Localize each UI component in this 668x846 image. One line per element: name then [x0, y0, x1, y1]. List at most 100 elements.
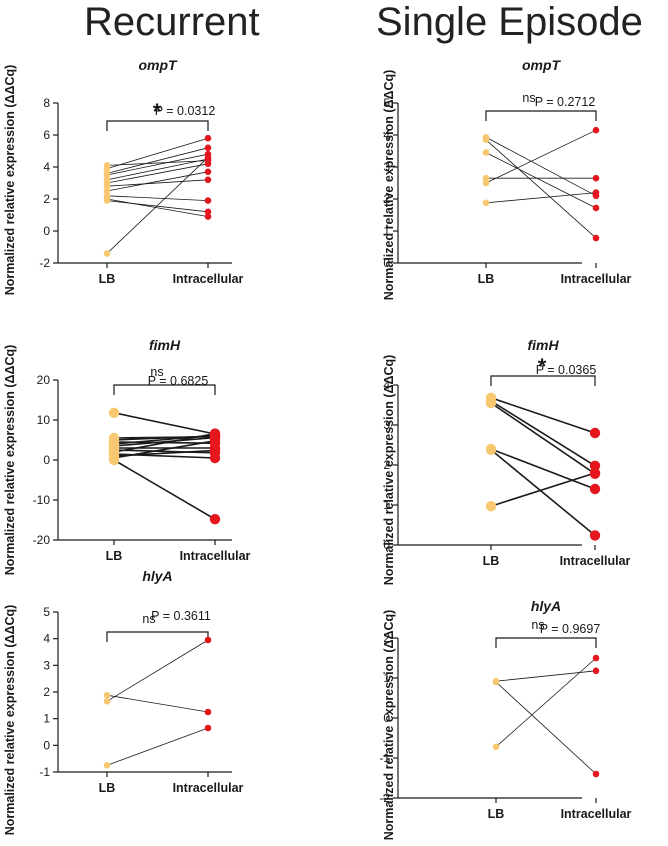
pair-line	[490, 449, 596, 537]
y-tick-label: 0	[43, 224, 50, 238]
significance-marker: ns	[142, 612, 155, 626]
y-axis-label: Normalized relative expression (ΔΔCq)	[382, 70, 396, 301]
x-category-label: Intracellular	[173, 781, 244, 795]
intracellular-point	[209, 435, 221, 446]
x-category-label: Intracellular	[173, 272, 244, 286]
pair-line	[106, 163, 209, 184]
intracellular-point	[209, 452, 221, 464]
y-tick-label: 0	[43, 453, 50, 467]
y-tick-label: -10	[33, 493, 51, 507]
pair-line	[106, 160, 209, 166]
lb-point	[485, 501, 497, 512]
y-tick-label: -2	[39, 256, 50, 270]
y-axis-label: Normalized relative expression (ΔΔCq)	[382, 610, 396, 841]
significance-marker: *	[153, 99, 162, 124]
y-tick-label: 3	[383, 160, 390, 174]
y-axis-label: Normalized relative expression (ΔΔCq)	[3, 605, 17, 836]
pair-line	[106, 198, 209, 217]
pair-line	[106, 639, 209, 702]
pair-line	[495, 681, 597, 775]
significance-bracket	[490, 375, 596, 386]
intracellular-point	[589, 460, 601, 471]
pair-line	[490, 448, 596, 490]
lb-point	[482, 179, 490, 187]
intracellular-point	[204, 208, 212, 216]
x-category-label: LB	[99, 272, 116, 286]
panel-se-hlyA: hlyA Normalized relative expression (ΔΔCq…	[379, 598, 631, 840]
intracellular-point	[592, 234, 600, 242]
y-tick-label: 3	[383, 418, 390, 432]
y-tick-label: 0	[383, 711, 390, 725]
y-tick-label: 1	[43, 712, 50, 726]
intracellular-point	[204, 160, 212, 168]
x-category-label: LB	[99, 781, 116, 795]
intracellular-point	[592, 667, 600, 675]
significance-marker: ns	[522, 91, 535, 105]
significance-bracket	[113, 384, 216, 395]
lb-point	[103, 698, 111, 705]
pair-line	[495, 670, 597, 682]
y-axis-label: Normalized relative expression (ΔΔCq)	[3, 345, 17, 576]
y-tick-label: 2	[43, 192, 50, 206]
y-tick-label: -1	[379, 751, 390, 765]
y-tick-label: 4	[383, 378, 390, 392]
panel-title: fimH	[149, 337, 181, 353]
intracellular-point	[589, 467, 601, 479]
pair-line	[113, 436, 216, 447]
pair-line	[485, 152, 597, 209]
p-value-label: P = 0.9697	[540, 622, 601, 636]
p-value-label: P = 0.3611	[151, 609, 211, 623]
panel-title: ompT	[522, 57, 562, 73]
pair-line	[495, 657, 597, 748]
y-axis-label: Normalized relative expression (ΔΔCq)	[3, 65, 17, 296]
y-tick-label: 3	[43, 658, 50, 672]
pair-line	[490, 400, 596, 467]
panel-title: ompT	[138, 57, 178, 73]
y-tick-label: 2	[383, 458, 390, 472]
lb-point	[108, 454, 120, 466]
y-tick-label: 5	[43, 605, 50, 619]
panel-title: hlyA	[142, 568, 172, 584]
y-tick-label: 20	[37, 373, 51, 387]
pair-line	[113, 440, 216, 459]
panel-se-ompT: ompT Normalized relative expression (ΔΔCq…	[382, 57, 632, 300]
intracellular-point	[204, 168, 212, 176]
x-category-label: LB	[488, 807, 505, 821]
pair-line	[485, 192, 597, 204]
pair-line	[490, 472, 596, 507]
y-tick-label: 1	[383, 671, 390, 685]
y-tick-label: 4	[383, 128, 390, 142]
lb-point	[485, 397, 497, 409]
pair-line	[106, 694, 209, 713]
intracellular-point	[204, 197, 212, 204]
pair-line	[485, 129, 597, 184]
pair-line	[485, 139, 597, 239]
x-category-label: Intracellular	[560, 554, 631, 568]
pair-line	[106, 153, 209, 176]
panel-title: hlyA	[531, 598, 561, 614]
y-tick-label: 0	[43, 738, 50, 752]
x-category-label: LB	[478, 272, 495, 286]
significance-bracket	[106, 120, 209, 131]
significance-bracket	[106, 631, 209, 642]
significance-marker: ns	[150, 365, 163, 379]
panel-title: fimH	[527, 337, 559, 353]
lb-point	[485, 444, 497, 455]
pair-line	[106, 158, 209, 181]
pair-line	[106, 171, 209, 192]
significance-bracket	[485, 110, 597, 121]
p-value-label: P = 0.0312	[155, 104, 216, 118]
intracellular-point	[204, 154, 212, 161]
lb-point	[482, 199, 490, 207]
intracellular-point	[592, 174, 600, 182]
y-axis-label: Normalized relative expression (ΔΔCq)	[382, 355, 396, 586]
y-tick-label: 0	[383, 538, 390, 552]
intracellular-point	[589, 427, 601, 439]
y-tick-label: 4	[43, 160, 50, 174]
y-tick-label: 1	[383, 498, 390, 512]
x-category-label: Intracellular	[561, 272, 632, 286]
intracellular-point	[592, 204, 600, 212]
y-tick-label: -1	[39, 765, 50, 779]
pair-line	[113, 432, 216, 453]
intracellular-point	[592, 126, 600, 134]
